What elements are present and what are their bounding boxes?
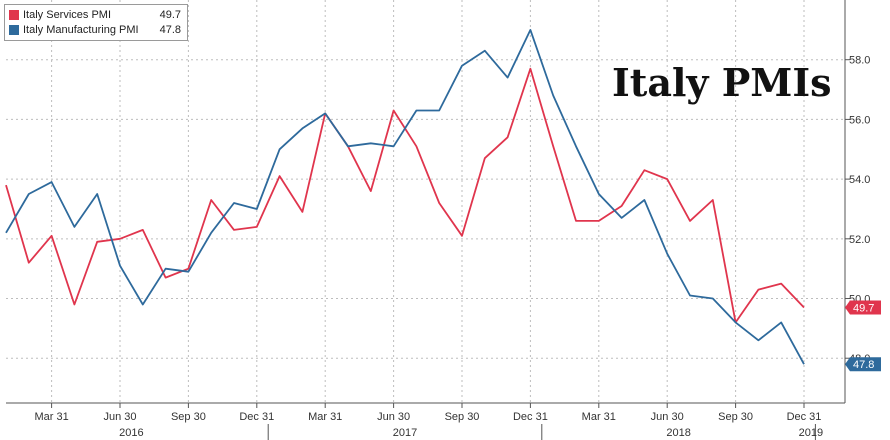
y-tick-label: 52.0 [849,234,870,246]
x-tick-label: Sep 30 [171,411,206,423]
year-label: 2018 [666,427,690,439]
x-tick-label: Jun 30 [103,411,136,423]
x-tick-label: Sep 30 [445,411,480,423]
last-value-label: 47.8 [853,359,874,371]
year-label: 2017 [393,427,417,439]
last-value-flag-shape [845,357,881,372]
x-tick-label: Jun 30 [377,411,410,423]
last-value-flag-manufacturing: 47.8 [845,357,881,372]
legend-entry-services: Italy Services PMI 49.7 [9,7,181,22]
x-tick-label: Mar 31 [34,411,68,423]
legend-swatch-services [9,9,19,20]
legend-value-services: 49.7 [159,8,181,21]
last-value-label: 49.7 [853,302,874,314]
x-tick-label: Dec 31 [513,411,548,423]
legend-swatch-manufacturing [9,24,19,35]
x-tick-label: Jun 30 [651,411,684,423]
x-tick-label: Mar 31 [308,411,342,423]
last-value-flag-shape [845,300,881,315]
x-tick-label: Mar 31 [582,411,616,423]
legend-label-manufacturing: Italy Manufacturing PMI [23,23,139,36]
y-tick-label: 58.0 [849,55,870,67]
legend-label-services: Italy Services PMI [23,8,112,21]
x-tick-label: Sep 30 [718,411,753,423]
year-label: 2019 [799,427,823,439]
y-tick-label: 56.0 [849,114,870,126]
plot-area [6,0,845,403]
last-value-flag-services: 49.7 [845,300,881,315]
chart-title: Italy PMIs [612,60,832,105]
year-label: 2016 [119,427,143,439]
legend-value-manufacturing: 47.8 [159,23,181,36]
series-line-manufacturing [5,28,805,365]
x-tick-label: Dec 31 [787,411,822,423]
x-tick-label: Dec 31 [239,411,274,423]
y-tick-label: 54.0 [849,174,870,186]
chart-legend: Italy Services PMI 49.7 Italy Manufactur… [4,4,188,41]
legend-entry-manufacturing: Italy Manufacturing PMI 47.8 [9,22,181,37]
